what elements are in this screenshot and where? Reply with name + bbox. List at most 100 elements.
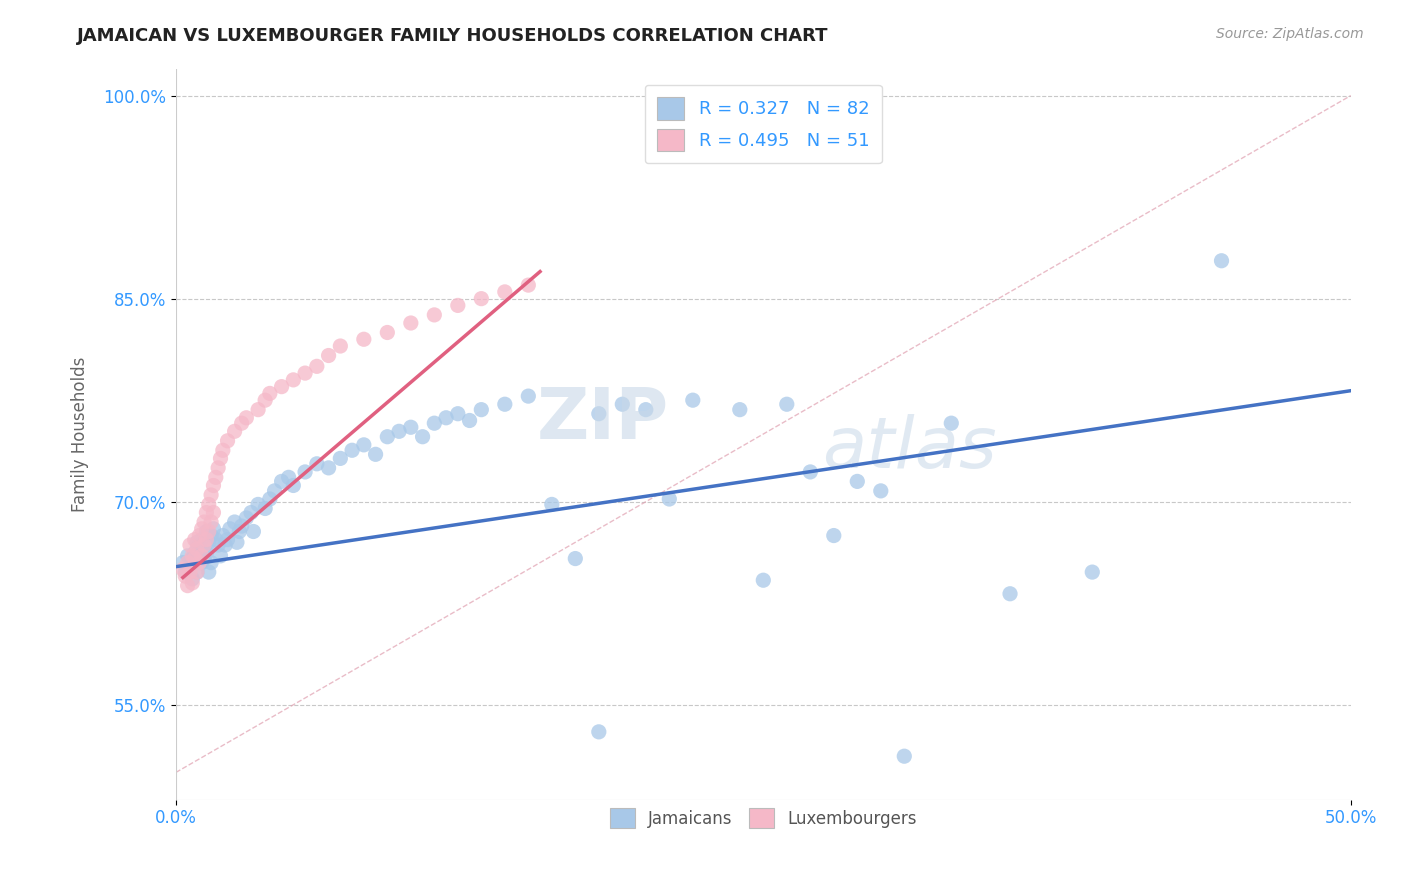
Point — [186, 542, 208, 557]
Point — [399, 316, 422, 330]
Point — [564, 551, 586, 566]
Point — [190, 522, 212, 536]
Point — [172, 562, 194, 576]
Point — [188, 528, 211, 542]
Point — [305, 359, 328, 374]
Point — [612, 397, 634, 411]
Point — [277, 470, 299, 484]
Point — [728, 402, 751, 417]
Point — [181, 549, 204, 563]
Point — [190, 533, 212, 547]
Point — [799, 465, 821, 479]
Point — [195, 533, 218, 547]
Point — [658, 491, 681, 506]
Point — [823, 528, 845, 542]
Point — [412, 430, 434, 444]
Point — [470, 292, 492, 306]
Point — [207, 461, 229, 475]
Point — [231, 519, 253, 533]
Point — [197, 565, 219, 579]
Point — [375, 326, 398, 340]
Point — [186, 565, 208, 579]
Point — [224, 425, 246, 439]
Point — [340, 443, 363, 458]
Point — [197, 524, 219, 539]
Point — [179, 559, 201, 574]
Point — [1211, 253, 1233, 268]
Point — [752, 573, 775, 587]
Point — [283, 373, 305, 387]
Point — [517, 278, 540, 293]
Point — [200, 528, 222, 542]
Point — [305, 457, 328, 471]
Point — [195, 506, 218, 520]
Point — [423, 308, 446, 322]
Point — [470, 402, 492, 417]
Point — [588, 724, 610, 739]
Point — [176, 549, 198, 563]
Point — [353, 332, 375, 346]
Point — [228, 524, 250, 539]
Point — [188, 556, 211, 570]
Point — [588, 407, 610, 421]
Point — [270, 379, 292, 393]
Point — [247, 402, 270, 417]
Point — [231, 416, 253, 430]
Point — [176, 579, 198, 593]
Point — [283, 478, 305, 492]
Point — [226, 535, 249, 549]
Point — [207, 538, 229, 552]
Point — [846, 475, 869, 489]
Point — [458, 413, 481, 427]
Point — [270, 475, 292, 489]
Text: ZIP: ZIP — [537, 385, 669, 454]
Point — [200, 488, 222, 502]
Point — [193, 515, 215, 529]
Point — [217, 533, 239, 547]
Point — [263, 483, 285, 498]
Point — [211, 443, 233, 458]
Point — [193, 542, 215, 557]
Point — [235, 410, 257, 425]
Point — [329, 339, 352, 353]
Point — [240, 506, 263, 520]
Point — [183, 556, 205, 570]
Point — [494, 397, 516, 411]
Point — [195, 546, 218, 560]
Point — [364, 447, 387, 461]
Point — [318, 349, 340, 363]
Point — [195, 524, 218, 539]
Point — [209, 451, 232, 466]
Point — [193, 538, 215, 552]
Point — [399, 420, 422, 434]
Point — [183, 533, 205, 547]
Point — [634, 402, 657, 417]
Point — [682, 393, 704, 408]
Point — [217, 434, 239, 448]
Point — [211, 528, 233, 542]
Point — [375, 430, 398, 444]
Text: JAMAICAN VS LUXEMBOURGER FAMILY HOUSEHOLDS CORRELATION CHART: JAMAICAN VS LUXEMBOURGER FAMILY HOUSEHOL… — [77, 27, 828, 45]
Y-axis label: Family Households: Family Households — [72, 356, 89, 512]
Point — [259, 491, 281, 506]
Point — [176, 556, 198, 570]
Point — [1081, 565, 1104, 579]
Point — [254, 393, 277, 408]
Point — [294, 465, 316, 479]
Point — [186, 535, 208, 549]
Point — [186, 565, 208, 579]
Point — [193, 551, 215, 566]
Point — [494, 285, 516, 299]
Point — [329, 451, 352, 466]
Point — [540, 497, 562, 511]
Point — [893, 749, 915, 764]
Point — [423, 416, 446, 430]
Point — [247, 497, 270, 511]
Point — [242, 524, 264, 539]
Point — [318, 461, 340, 475]
Point — [200, 556, 222, 570]
Point — [219, 522, 242, 536]
Point — [998, 587, 1021, 601]
Point — [190, 556, 212, 570]
Point — [197, 497, 219, 511]
